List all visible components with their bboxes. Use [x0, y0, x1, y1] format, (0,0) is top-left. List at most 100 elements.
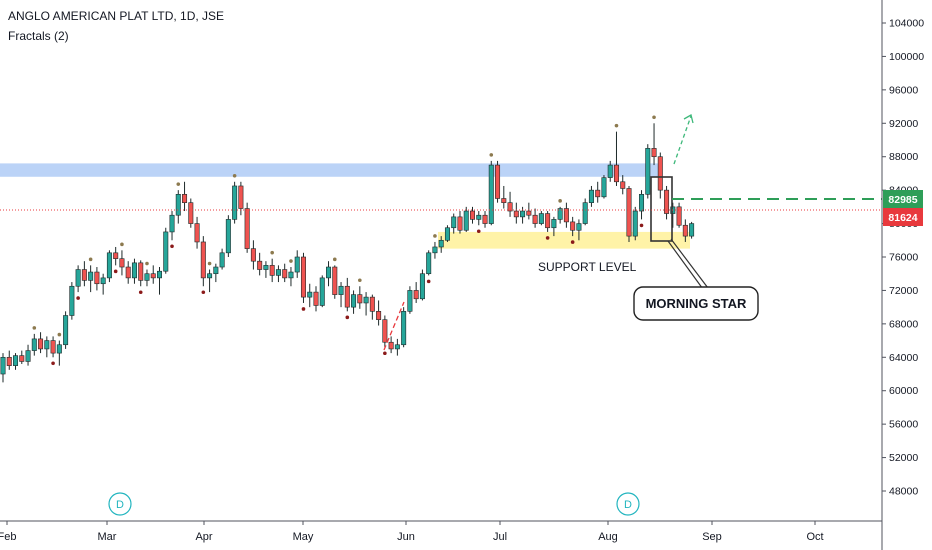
fractal-down-marker	[301, 307, 306, 311]
x-tick-label: Jul	[493, 531, 507, 543]
fractal-down-marker	[51, 361, 55, 366]
fractal-up-marker	[652, 115, 656, 120]
y-ticks-layer: 1040001000009600092000880008400080000760…	[882, 18, 924, 498]
candle-body	[689, 223, 695, 237]
candle-body	[75, 269, 81, 287]
candle-body	[0, 356, 6, 375]
candle-body	[288, 271, 294, 279]
candle-body	[88, 271, 94, 281]
candle-body	[194, 223, 200, 243]
candle-body	[451, 216, 457, 229]
candle-body	[182, 194, 188, 203]
fractal-down-marker	[426, 279, 431, 284]
dividend-marker-1[interactable]	[108, 492, 132, 516]
dividend-marker-2-label: D	[624, 499, 632, 511]
candle-body	[607, 164, 613, 178]
fractal-down-marker	[201, 290, 206, 295]
candle-body	[225, 219, 231, 254]
last-price-badge-text: 81624	[888, 212, 917, 224]
candle-body	[19, 355, 25, 362]
candle-body	[639, 194, 645, 212]
fractal-down-marker	[345, 315, 350, 320]
candle-body	[232, 185, 238, 220]
fractal-up-marker	[289, 259, 293, 263]
candle-body	[25, 350, 31, 362]
candle-body	[250, 248, 256, 262]
candle-body	[651, 148, 657, 158]
fractal-up-marker	[332, 257, 337, 262]
candle-body	[557, 208, 563, 220]
fractal-up-marker	[614, 123, 619, 128]
candle-body	[682, 224, 688, 237]
candle-body	[6, 356, 12, 366]
chart-title: ANGLO AMERICAN PLAT LTD, 1D, JSE	[8, 9, 225, 23]
candle-body	[125, 266, 131, 279]
candle-body	[332, 266, 338, 295]
y-tick-label: 68000	[889, 318, 918, 330]
candle-body	[282, 269, 288, 279]
fractal-up-marker	[207, 261, 212, 266]
y-tick-label: 64000	[889, 352, 918, 364]
candle-body	[376, 311, 382, 320]
candle-body	[363, 296, 369, 304]
candle-body	[545, 213, 551, 229]
candle-body	[601, 177, 607, 198]
candle-body	[263, 265, 269, 270]
fractal-up-marker	[232, 173, 237, 178]
dividend-marker-2[interactable]	[616, 492, 640, 516]
candle-body	[520, 210, 526, 218]
candle-body	[294, 256, 300, 273]
candle-body	[401, 311, 407, 346]
x-tick-label: Aug	[598, 531, 618, 543]
candle-body	[56, 344, 62, 354]
morning-star-callout	[633, 286, 759, 321]
fractal-down-marker	[639, 223, 644, 228]
candle-body	[563, 208, 569, 223]
candle-body	[113, 252, 119, 259]
candle-body	[119, 258, 125, 268]
candle-body	[31, 338, 37, 351]
fractal-down-marker	[170, 244, 174, 249]
candle-body	[313, 291, 319, 306]
fractal-up-marker	[489, 153, 494, 157]
candle-body	[407, 290, 413, 312]
fractal-down-marker	[76, 296, 80, 300]
last-price-badge	[883, 208, 923, 226]
x-tick-label: Feb	[0, 531, 16, 543]
candle-body	[482, 214, 488, 224]
candle-body	[394, 344, 400, 350]
x-tick-label: Sep	[702, 531, 722, 543]
x-tick-label: Apr	[195, 531, 212, 543]
candle-body	[50, 340, 56, 354]
candle-body	[81, 269, 87, 281]
candle-body	[150, 273, 156, 279]
fractal-up-marker	[433, 234, 437, 238]
dividend-marker-1-label: D	[116, 499, 124, 511]
fractal-down-marker	[113, 269, 118, 274]
candle-body	[582, 202, 588, 224]
y-tick-label: 52000	[889, 452, 918, 464]
candle-body	[463, 210, 469, 231]
candle-body	[382, 319, 388, 343]
x-tick-label: Oct	[806, 531, 823, 543]
candle-body	[244, 208, 250, 249]
indicator-legend: Fractals (2)	[8, 29, 69, 43]
candle-body	[576, 223, 582, 231]
fractal-down-marker	[545, 236, 550, 240]
candle-body	[526, 210, 532, 216]
candle-body	[175, 194, 181, 216]
candle-body	[495, 164, 501, 199]
fractal-up-marker	[120, 242, 124, 247]
candle-body	[457, 216, 463, 231]
annotations-layer: SUPPORT LEVEL MORNING STAR	[0, 114, 882, 351]
fractal-up-marker	[57, 332, 62, 337]
candle-body	[476, 214, 482, 220]
candle-body	[513, 210, 519, 218]
candle-body	[538, 213, 544, 224]
candle-body	[275, 269, 281, 276]
candle-body	[426, 252, 432, 275]
candle-body	[626, 188, 632, 237]
x-ticks-layer: Feb Mar Apr May Jun Jul Aug Sep Oct	[0, 521, 824, 543]
candle-body	[100, 277, 106, 285]
